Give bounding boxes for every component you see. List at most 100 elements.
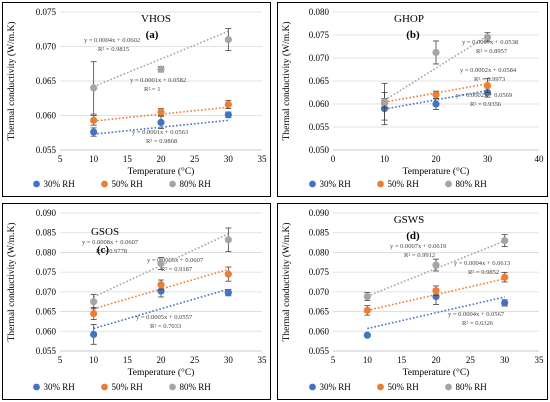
legend: 30% RH 50% RH 80% RH <box>33 179 211 189</box>
data-point <box>90 116 98 124</box>
x-tick-label: 20 <box>157 154 167 164</box>
data-point <box>224 236 232 244</box>
trend-r-squared: R² = 0.9815 <box>98 46 129 53</box>
data-point <box>224 270 232 278</box>
trend-equation: y = 0.0005x + 0.0607 <box>147 257 204 264</box>
y-axis-label: Thermal conductivity (W/m.K) <box>281 22 292 141</box>
trend-r-squared: R² = 1 <box>144 86 160 93</box>
x-tick-label: 20 <box>157 355 167 365</box>
legend-label: 50% RH <box>112 382 144 392</box>
data-point <box>363 306 371 314</box>
x-tick-label: 25 <box>190 355 200 365</box>
legend: 30% RH 50% RH 80% RH <box>309 179 487 189</box>
data-point <box>432 100 440 108</box>
legend-marker <box>377 383 384 391</box>
chart-panel-gsos: 0.055 0.060 0.065 0.070 0.075 0.080 0.085 0.090… <box>2 203 271 400</box>
trendline <box>384 82 488 103</box>
data-point <box>501 299 509 307</box>
y-tick-label: 0.070 <box>36 42 57 52</box>
series-80-rh: y = 0.0004x + 0.0602 R² = 0.9815 <box>84 28 232 115</box>
trend-r-squared: R² = 0.9778 <box>96 248 127 255</box>
series-30-rh: y = 0.0005x + 0.0557 R² = 0.7033 <box>90 284 232 345</box>
x-tick-label: 25 <box>466 355 476 365</box>
chart-panel-ghop: 0.050 0.055 0.060 0.065 0.070 0.075 0.080 0 10 20… <box>277 2 548 197</box>
trend-r-squared: R² = 0.9973 <box>474 76 505 83</box>
x-tick-label: 30 <box>500 355 510 365</box>
legend-marker <box>101 180 108 188</box>
data-point <box>90 128 98 136</box>
y-tick-label: 0.070 <box>36 287 57 297</box>
trendline <box>93 233 229 298</box>
x-tick-label: 25 <box>190 154 200 164</box>
y-tick-label: 0.085 <box>309 228 330 238</box>
trend-r-squared: R² = 0.6326 <box>462 320 494 327</box>
legend-marker <box>33 180 40 188</box>
trendline <box>93 119 229 135</box>
data-point <box>157 65 165 73</box>
y-tick-label: 0.060 <box>309 99 330 109</box>
trend-equation: y = 0.0002x + 0.0584 <box>460 67 517 74</box>
y-tick-label: 0.065 <box>309 76 330 86</box>
chart-panel-vhos: 0.055 0.060 0.065 0.070 0.075 5 10 15 20 25 30 35 Te… <box>2 2 271 197</box>
data-point <box>157 281 165 289</box>
legend: 30% RH 50% RH 80% RH <box>309 382 487 392</box>
data-point <box>224 111 232 119</box>
legend-label: 50% RH <box>388 382 420 392</box>
data-point <box>483 33 492 41</box>
trendline <box>367 240 505 297</box>
legend-marker <box>377 180 384 188</box>
x-tick-label: 40 <box>535 154 545 164</box>
panel-letter: (a) <box>146 29 159 41</box>
panel-frame <box>2 2 271 197</box>
chart-title: VHOS <box>141 13 171 25</box>
y-tick-label: 0.060 <box>36 111 57 121</box>
y-tick-label: 0.085 <box>36 228 57 238</box>
series-80-rh: y = 0.0007x + 0.0538 R² = 0.8957 <box>380 32 518 121</box>
x-tick-label: 10 <box>89 154 99 164</box>
legend-label: 30% RH <box>320 382 352 392</box>
x-tick-label: 20 <box>432 355 442 365</box>
trend-equation: y = 0.0004x + 0.0613 <box>454 260 510 267</box>
trend-r-squared: R² = 0.8957 <box>476 48 508 55</box>
y-tick-label: 0.075 <box>309 267 330 277</box>
data-point <box>501 273 509 281</box>
y-tick-label: 0.070 <box>309 287 330 297</box>
trend-equation: y = 0.0002x + 0.0569 <box>456 92 512 99</box>
y-tick-label: 0.065 <box>36 307 57 317</box>
x-axis-label: Temperature (°C) <box>128 367 195 378</box>
data-point <box>380 98 389 106</box>
x-tick-label: 10 <box>380 154 390 164</box>
legend-label: 80% RH <box>180 382 212 392</box>
data-point <box>432 91 440 99</box>
y-axis-label: Thermal conductivity (W/m.K) <box>6 223 17 342</box>
trendline <box>384 89 488 110</box>
trend-r-squared: R² = 0.9912 <box>404 252 435 259</box>
y-tick-label: 0.050 <box>309 145 330 155</box>
x-tick-label: 5 <box>331 355 336 365</box>
series-50-rh: y = 0.0005x + 0.0607 R² = 0.9187 <box>90 257 232 320</box>
series-80-rh: y = 0.0007x + 0.0619 R² = 0.9912 <box>363 234 509 301</box>
data-point <box>224 36 232 44</box>
trend-equation: y = 0.0007x + 0.0538 <box>462 39 518 46</box>
x-tick-label: 15 <box>397 355 407 365</box>
legend-label: 30% RH <box>44 179 76 189</box>
data-point <box>363 331 371 339</box>
legend-label: 80% RH <box>456 179 488 189</box>
data-point <box>90 298 98 306</box>
legend-marker <box>445 383 452 391</box>
y-tick-label: 0.075 <box>36 267 57 277</box>
legend-label: 80% RH <box>180 179 212 189</box>
data-point <box>363 292 371 301</box>
x-tick-label: 10 <box>89 355 99 365</box>
x-tick-label: 20 <box>432 154 442 164</box>
legend: 30% RH 50% RH 80% RH <box>33 382 211 392</box>
legend-label: 80% RH <box>456 382 488 392</box>
data-point <box>432 261 440 269</box>
legend-marker <box>309 383 316 391</box>
data-point <box>157 108 165 116</box>
legend-label: 50% RH <box>112 179 144 189</box>
trend-r-squared: R² = 0.9852 <box>468 269 499 276</box>
x-tick-label: 15 <box>123 355 133 365</box>
x-axis-label: Temperature (°C) <box>128 166 195 177</box>
